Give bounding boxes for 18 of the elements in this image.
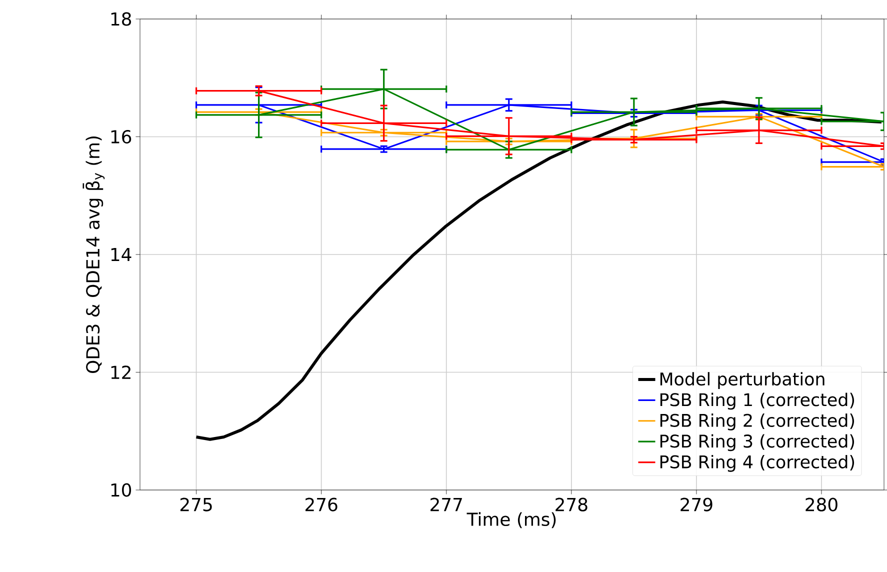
x-tick-label: 276: [306, 498, 338, 512]
legend-label: PSB Ring 4 (corrected): [660, 454, 854, 472]
x-tick-label: 280: [806, 498, 838, 512]
y-tick-label: 18: [111, 12, 132, 26]
legend-label: PSB Ring 3 (corrected): [660, 434, 854, 452]
x-tick-label: 278: [556, 498, 588, 512]
y-tick-label: 14: [111, 248, 132, 262]
y-tick-label: 12: [111, 366, 130, 379]
y-tick-label: 10: [111, 483, 132, 497]
legend-label: PSB Ring 2 (corrected): [660, 414, 854, 430]
y-axis-title: QDE3 & QDE14 avg β̄$_{y}$ (m): [82, 136, 105, 374]
legend-label: Model perturbation: [660, 372, 824, 389]
x-tick-label: 275: [180, 498, 212, 512]
y-tick-label: 16: [111, 130, 132, 144]
x-axis-title: Time (ms): [466, 512, 556, 528]
x-tick-label: 277: [430, 498, 462, 512]
x-tick-label: 279: [680, 498, 712, 512]
legend-label: PSB Ring 1 (corrected): [660, 392, 854, 410]
